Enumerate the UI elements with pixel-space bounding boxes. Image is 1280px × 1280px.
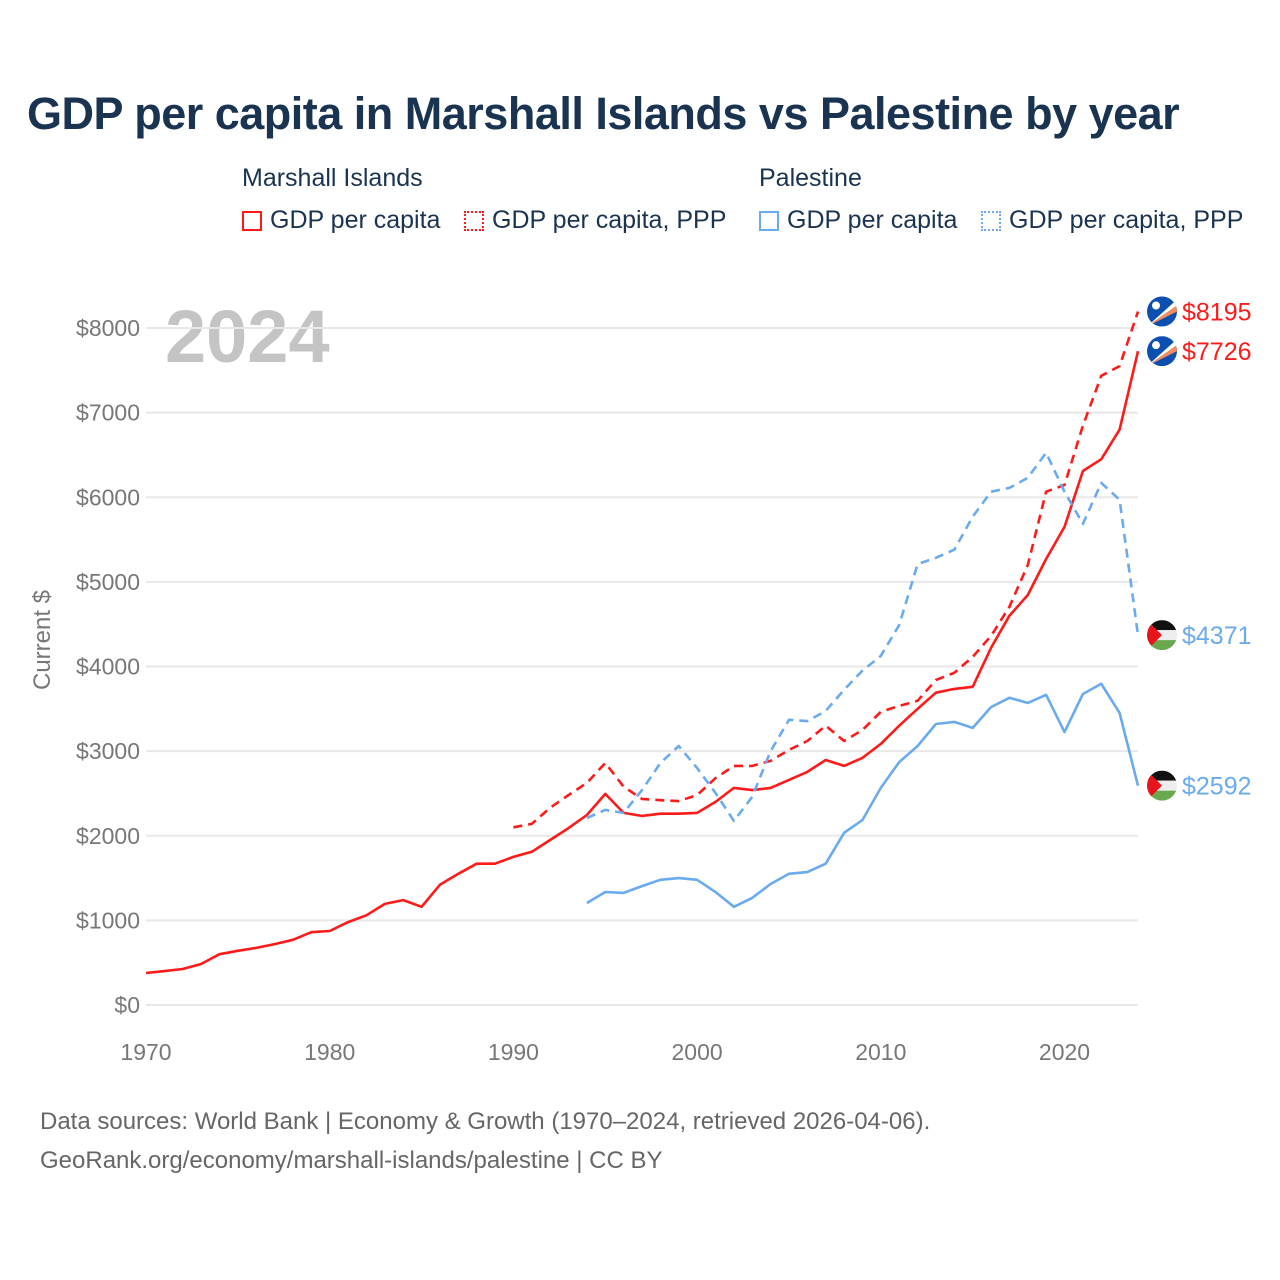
legend-item-marshall-gdp[interactable]: GDP per capita (242, 206, 440, 235)
x-tick-label: 1970 (120, 1039, 171, 1065)
legend-label: GDP per capita, PPP (1009, 206, 1244, 234)
legend-label: GDP per capita (270, 206, 441, 234)
x-tick-label: 2020 (1039, 1039, 1090, 1065)
y-tick-label: $7000 (76, 400, 140, 426)
palestine-flag-icon (1147, 771, 1177, 801)
legend-swatch-dotted-blue (981, 210, 1001, 231)
chart-title: GDP per capita in Marshall Islands vs Pa… (27, 88, 1180, 139)
legend-swatch-dotted-red (464, 210, 484, 231)
marshall-islands-flag-icon (1147, 296, 1177, 326)
year-overlay: 2024 (165, 295, 330, 378)
series-line-marshall-islands-gdp-per-capita-ppp (513, 311, 1140, 829)
series-line-marshall-islands-gdp-per-capita (145, 350, 1140, 975)
end-value-label: $4371 (1182, 622, 1252, 650)
marshall-islands-flag-icon (1147, 336, 1177, 366)
y-tick-label: $0 (114, 992, 140, 1018)
series-line-palestine-gdp-per-capita (586, 682, 1140, 909)
y-tick-label: $8000 (76, 315, 140, 341)
y-tick-label: $1000 (76, 907, 140, 933)
footer-link[interactable]: GeoRank.org/economy/marshall-islands/pal… (40, 1147, 663, 1174)
legend-item-marshall-gdp-ppp[interactable]: GDP per capita, PPP (464, 206, 726, 235)
x-tick-label: 1990 (488, 1039, 539, 1065)
palestine-flag-icon (1147, 620, 1177, 650)
end-value-label: $8195 (1182, 298, 1252, 326)
y-tick-label: $2000 (76, 823, 140, 849)
legend-label: GDP per capita, PPP (492, 206, 727, 234)
legend-group-palestine: Palestine (759, 164, 862, 192)
legend-group-marshall-islands: Marshall Islands (242, 164, 423, 192)
x-tick-label: 2000 (672, 1039, 723, 1065)
x-tick-label: 1980 (304, 1039, 355, 1065)
y-tick-label: $5000 (76, 569, 140, 595)
legend-swatch-solid-red (242, 210, 262, 231)
legend-item-palestine-gdp-ppp[interactable]: GDP per capita, PPP (981, 206, 1243, 235)
legend-item-palestine-gdp[interactable]: GDP per capita (759, 206, 957, 235)
legend-swatch-solid-blue (759, 210, 779, 231)
legend-label: GDP per capita (787, 206, 958, 234)
end-value-label: $2592 (1182, 773, 1252, 801)
end-value-label: $7726 (1182, 338, 1252, 366)
y-tick-label: $3000 (76, 738, 140, 764)
y-axis-label: Current $ (29, 590, 56, 690)
y-tick-label: $4000 (76, 654, 140, 680)
footer-sources: Data sources: World Bank | Economy & Gro… (40, 1108, 931, 1135)
x-tick-label: 2010 (855, 1039, 906, 1065)
y-tick-label: $6000 (76, 484, 140, 510)
series-line-palestine-gdp-per-capita-ppp (586, 451, 1140, 823)
